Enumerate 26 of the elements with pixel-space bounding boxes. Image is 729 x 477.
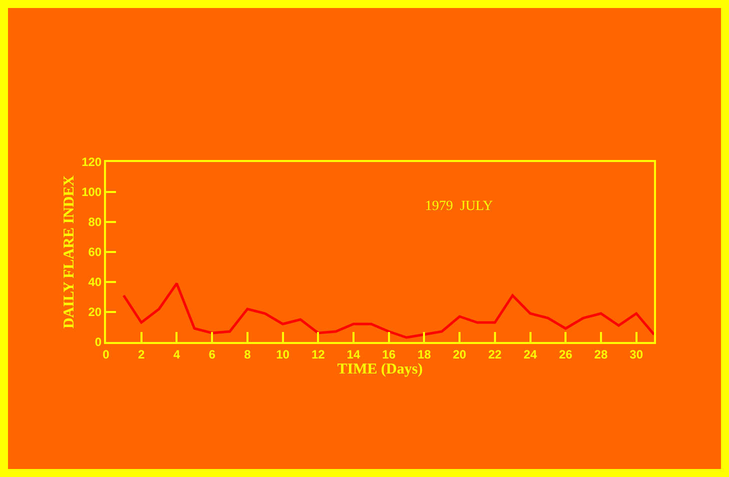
y-tick-label: 80: [88, 215, 102, 230]
x-tick-label: 6: [208, 347, 216, 362]
y-axis-title: DAILY FLARE INDEX: [61, 175, 78, 329]
x-tick-label: 28: [594, 347, 608, 362]
x-tick-label: 4: [173, 347, 180, 362]
x-tick-label: 26: [558, 347, 573, 362]
x-tick-label: 2: [138, 347, 146, 362]
x-tick-label: 20: [452, 347, 467, 362]
x-tick-label: 22: [488, 347, 502, 362]
x-axis-title: TIME (Days): [337, 361, 423, 378]
x-tick-label: 16: [382, 347, 396, 362]
x-tick-label: 10: [276, 347, 290, 362]
x-tick-label: 24: [524, 347, 538, 362]
y-tick-label: 60: [88, 245, 102, 260]
y-tick-label: 20: [88, 305, 102, 320]
y-tick-label: 0: [94, 335, 102, 350]
x-tick-label: 30: [630, 347, 644, 362]
y-tick-label: 120: [82, 155, 102, 170]
line-series: [122, 282, 654, 339]
x-tick-label: 18: [418, 347, 432, 362]
y-tick-label: 100: [82, 185, 102, 200]
x-tick-label: 12: [311, 347, 326, 362]
x-tick-label: 8: [244, 347, 252, 362]
annotation: 1979 JULY: [425, 199, 493, 214]
x-tick-label: 14: [346, 347, 360, 362]
y-tick-label: 40: [88, 275, 102, 290]
